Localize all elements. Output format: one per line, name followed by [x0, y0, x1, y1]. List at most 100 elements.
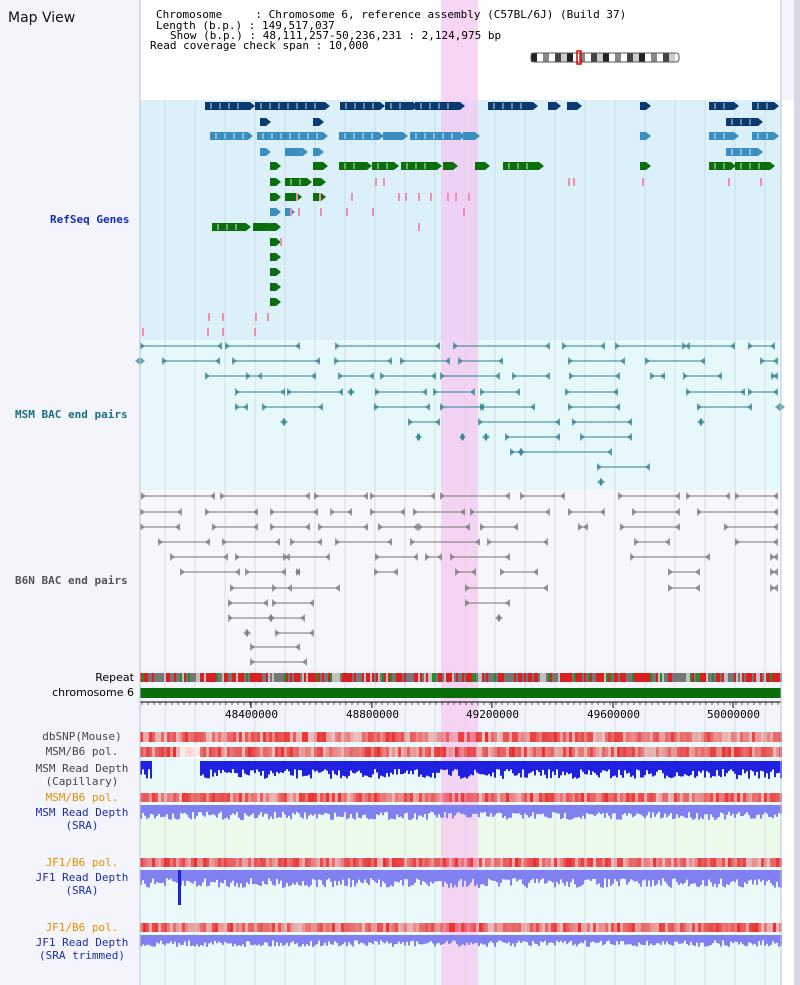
gene-arrow: [485, 162, 490, 170]
gene-feature: [260, 148, 266, 156]
gene-feature: [548, 102, 556, 110]
msm-bac-pair-end: [747, 403, 752, 411]
msm-bac-pair-end: [375, 388, 380, 396]
mrna-hit: [346, 208, 348, 216]
b6n-bac-track-label[interactable]: B6N BAC end pairs: [15, 574, 128, 587]
b6n-bac-pair-end: [773, 508, 778, 516]
b6n-bac-pair-end: [465, 584, 470, 592]
b6n-bac-pair-end: [158, 538, 163, 546]
b6n-bac-pair-end: [668, 568, 673, 576]
msm-bac-pair-end: [686, 388, 691, 396]
b6n-bac-pair-end: [735, 492, 740, 500]
msm-bac-pair-end: [433, 388, 438, 396]
b6n-bac-pair-end: [205, 538, 210, 546]
b6n-bac-pair-end: [375, 553, 380, 561]
gene-arrow: [453, 162, 458, 170]
chromosome-label: chromosome 6: [52, 686, 134, 699]
msm-bac-pair-end: [773, 388, 778, 396]
gene-arrow: [266, 118, 271, 126]
gene-feature: [285, 208, 290, 216]
b6n-bac-pair-end: [697, 508, 702, 516]
b6n-bac-pair-end: [295, 568, 300, 576]
b6n-bac-pair-end: [177, 508, 182, 516]
b6n-bac-pair-end: [668, 584, 673, 592]
b6n-bac-pair-end: [295, 643, 300, 651]
msm-bac-pair-end: [369, 372, 374, 380]
msm-bac-pair-end: [338, 372, 343, 380]
msm-bac-pair-end: [347, 388, 352, 396]
gene-feature: [752, 132, 774, 140]
msm-bac-pair-end: [510, 448, 515, 456]
gene-feature: [270, 298, 276, 306]
b6n-bac-pair-end: [275, 538, 280, 546]
b6n-bac-pair-end: [600, 508, 605, 516]
b6n-bac-pair-end: [425, 553, 430, 561]
b6n-bac-pair-end: [675, 492, 680, 500]
gene-arrow: [319, 118, 324, 126]
gene-feature: [205, 102, 250, 110]
gene-arrow: [394, 162, 399, 170]
gene-feature: [210, 132, 248, 140]
refseq-track-label[interactable]: RefSeq Genes: [50, 213, 130, 226]
b6n-bac-pair-end: [545, 508, 550, 516]
b6n-bac-pair-end: [770, 553, 775, 561]
msm-bac-pair-end: [431, 372, 436, 380]
gene-arrow: [276, 193, 281, 201]
mrna-hit: [447, 193, 449, 201]
gene-feature: [475, 162, 485, 170]
msm-bac-track-label[interactable]: MSM BAC end pairs: [15, 408, 128, 421]
jf1-b6-pol-track: [140, 858, 782, 867]
msm-bac-pair-end: [335, 342, 340, 350]
msm-bac-pair-end: [515, 388, 520, 396]
b6n-bac-pair-end: [471, 568, 476, 576]
gene-feature: [339, 132, 379, 140]
b6n-bac-pair-end: [363, 492, 368, 500]
gene-feature: [285, 178, 307, 186]
gene-feature: [270, 253, 276, 261]
msm-b6-pol-label: MSM/B6 pol.: [45, 745, 119, 758]
gene-feature: [640, 132, 646, 140]
gene-feature: [260, 118, 266, 126]
b6n-bac-pair-end: [250, 643, 255, 651]
b6n-bac-pair-end: [773, 568, 778, 576]
msm-bac-pair-end: [280, 388, 285, 396]
gene-arrow: [321, 193, 326, 201]
gene-feature: [410, 132, 460, 140]
msm-bac-pair-end: [748, 388, 753, 396]
mrna-hit: [642, 178, 644, 186]
msm-read-depth-sra-track: [140, 805, 782, 820]
b6n-bac-pair-end: [305, 492, 310, 500]
b6n-bac-pair-end: [455, 568, 460, 576]
msm-bac-pair-end: [243, 403, 248, 411]
axis-tick-label: 49600000: [587, 708, 640, 721]
b6n-bac-pair-end: [300, 614, 305, 622]
b6n-bac-pair-end: [520, 492, 525, 500]
msm-bac-pair-end: [580, 433, 585, 441]
b6n-bac-pair-end: [500, 568, 505, 576]
msm-bac-pair-end: [422, 388, 427, 396]
msm-read-depth-capillary-track: [140, 761, 782, 779]
gene-arrow: [475, 132, 480, 140]
msm-bac-pair-end: [235, 388, 240, 396]
gene-feature: [640, 102, 646, 110]
b6n-bac-pair-end: [634, 538, 639, 546]
gene-feature: [567, 102, 577, 110]
mrna-hit: [418, 193, 420, 201]
gene-arrow: [266, 148, 271, 156]
msm-bac-pair-end: [162, 357, 167, 365]
jf1-read-depth-trimmed-label: JF1 Read Depth (SRA trimmed): [35, 936, 129, 962]
msm-bac-pair-end: [568, 357, 573, 365]
show-range-info: Show (b.p.) : 48,111,257-50,236,231 : 2,…: [170, 29, 502, 42]
b6n-bac-pair-end: [222, 538, 227, 546]
gene-arrow: [646, 162, 651, 170]
axis-tick-label: 48800000: [346, 708, 399, 721]
b6n-bac-pair-end: [335, 538, 340, 546]
b6n-bac-pair-end: [283, 553, 288, 561]
dbsnp-label: dbSNP(Mouse): [42, 730, 122, 743]
msm-bac-pair-end: [645, 463, 650, 471]
msm-bac-pair-end: [232, 357, 237, 365]
msm-bac-pair-end: [435, 418, 440, 426]
msm-bac-pair-end: [717, 372, 722, 380]
b6n-bac-pair-end: [378, 523, 383, 531]
b6n-bac-pair-end: [560, 492, 565, 500]
